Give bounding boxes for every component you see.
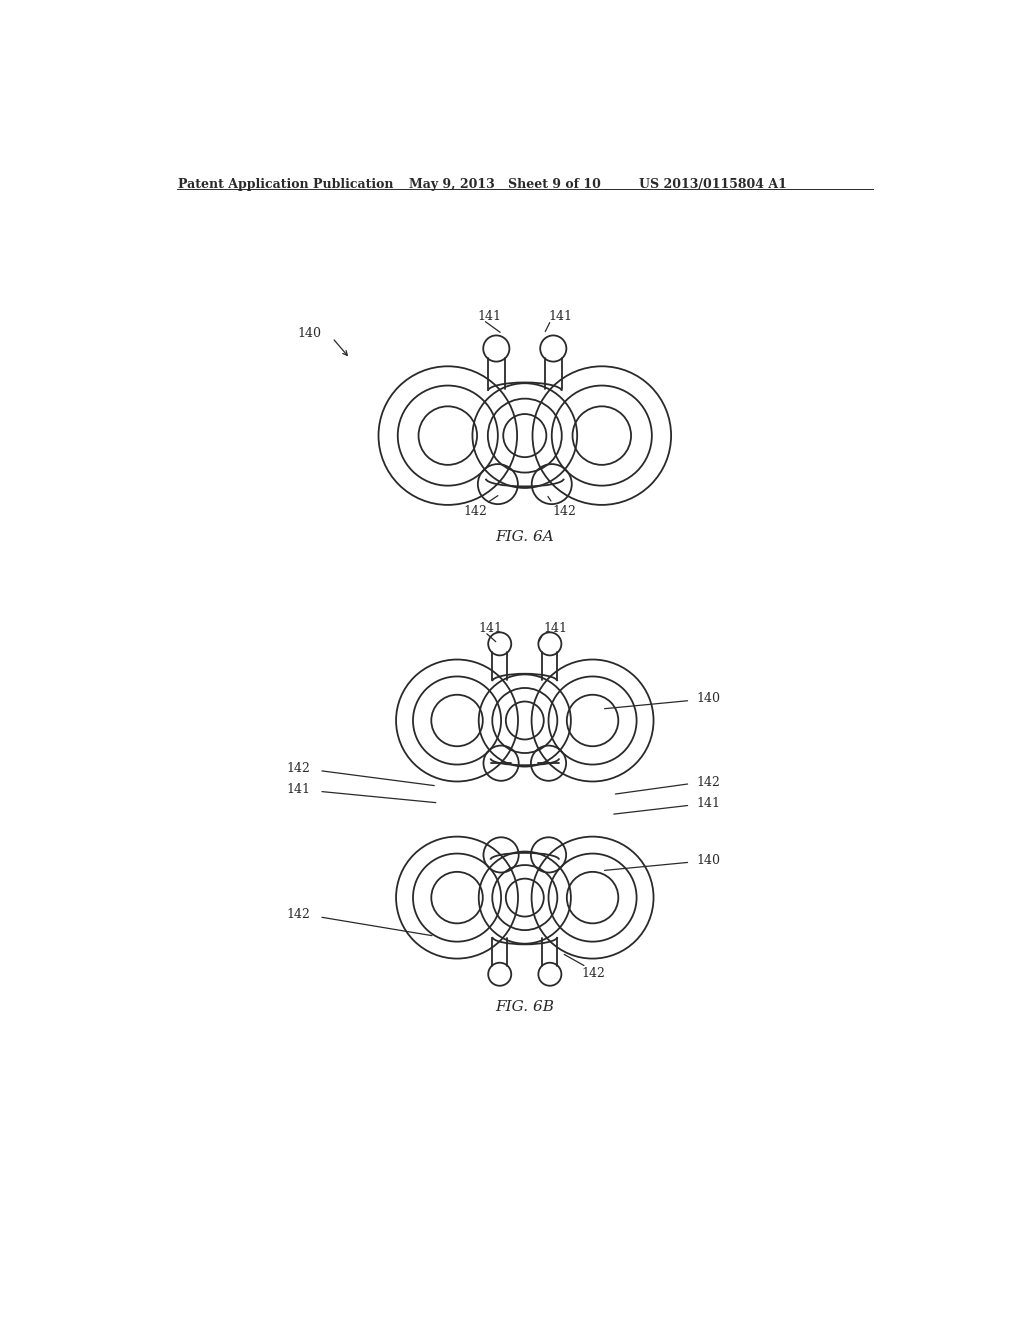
Text: 142: 142 [286, 762, 310, 775]
Text: 140: 140 [696, 854, 721, 867]
Text: May 9, 2013: May 9, 2013 [410, 178, 495, 190]
Text: 142: 142 [464, 504, 487, 517]
Text: 141: 141 [549, 310, 572, 323]
Text: 141: 141 [286, 783, 310, 796]
Text: Patent Application Publication: Patent Application Publication [178, 178, 394, 190]
Text: 141: 141 [544, 622, 567, 635]
Text: 140: 140 [298, 326, 322, 339]
Text: 142: 142 [553, 504, 577, 517]
Text: 142: 142 [581, 966, 605, 979]
Text: 142: 142 [696, 776, 721, 788]
Text: FIG. 6A: FIG. 6A [496, 531, 554, 544]
Text: 141: 141 [696, 797, 721, 810]
Text: FIG. 6B: FIG. 6B [496, 1001, 554, 1014]
Text: 141: 141 [477, 310, 501, 323]
Text: Sheet 9 of 10: Sheet 9 of 10 [508, 178, 601, 190]
Text: US 2013/0115804 A1: US 2013/0115804 A1 [639, 178, 786, 190]
Text: 140: 140 [696, 693, 721, 705]
Text: 141: 141 [478, 622, 503, 635]
Text: 142: 142 [286, 908, 310, 921]
